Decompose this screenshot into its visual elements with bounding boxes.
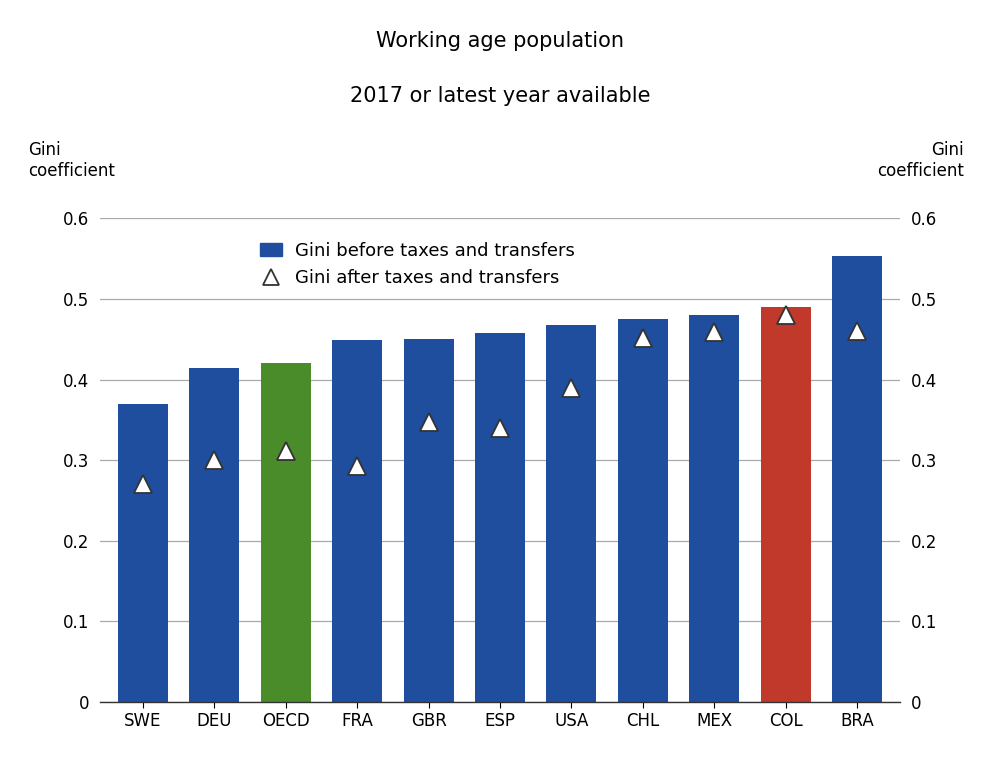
- Bar: [118, 404, 168, 702]
- Bar: [761, 307, 811, 702]
- Text: Gini
coefficient: Gini coefficient: [28, 141, 115, 179]
- Bar: [618, 319, 668, 702]
- Text: 2017 or latest year available: 2017 or latest year available: [350, 86, 650, 106]
- Text: Gini
coefficient: Gini coefficient: [877, 141, 964, 179]
- Bar: [475, 333, 525, 702]
- Legend: Gini before taxes and transfers, Gini after taxes and transfers: Gini before taxes and transfers, Gini af…: [253, 235, 582, 294]
- Bar: [189, 367, 239, 702]
- Bar: [689, 315, 739, 702]
- Bar: [261, 363, 311, 702]
- Bar: [332, 340, 382, 702]
- Bar: [404, 339, 454, 702]
- Text: Working age population: Working age population: [376, 31, 624, 51]
- Bar: [546, 324, 596, 702]
- Bar: [832, 257, 882, 702]
